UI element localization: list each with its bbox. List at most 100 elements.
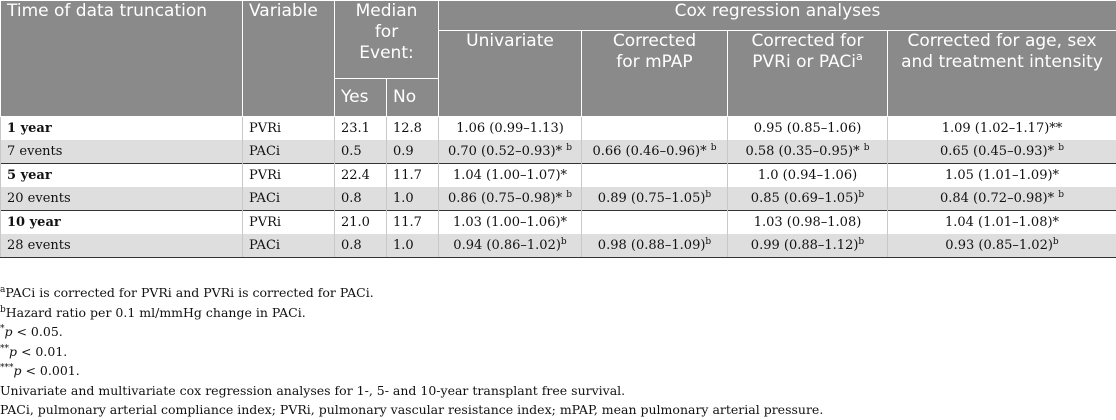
cell-value: 0.89 (0.75–1.05) [597, 191, 706, 206]
cell-pvri-paci: 0.85 (0.69–1.05)b [727, 187, 888, 211]
header-age-line1: Corrected for age, sex [907, 31, 1097, 51]
footnote-p05-text: < 0.05. [12, 324, 63, 339]
cell-univariate: 1.03 (1.00–1.06)* [438, 210, 582, 234]
footnote-p05-p: p [4, 324, 13, 339]
cell-value: 0.86 (0.75–0.98)* [447, 191, 563, 206]
cell-median-yes: 0.8 [334, 234, 387, 258]
cell-mpap: 0.98 (0.88–1.09)b [581, 234, 728, 258]
cell-value: 1.05 (1.01–1.09)* [944, 168, 1060, 183]
footnote-p01-stars: ** [0, 343, 9, 354]
cell-univariate: 0.94 (0.86–1.02)b [438, 234, 582, 258]
cell-univariate: 1.06 (0.99–1.13) [438, 116, 582, 140]
cell-age-sex: 0.84 (0.72–0.98)* b [887, 187, 1116, 211]
cell-value: 0.66 (0.46–0.96)* [592, 144, 707, 159]
cell-mpap [581, 116, 728, 140]
cox-regression-table: Time of data truncation Variable Median … [0, 0, 1116, 258]
cell-sup: b [1052, 237, 1059, 247]
header-age-line2: and treatment intensity [901, 52, 1103, 72]
cell-time: 20 events [0, 187, 243, 211]
header-yes: Yes [334, 78, 387, 117]
header-pvri-paci: Corrected for PVRi or PACia [727, 30, 888, 117]
cell-median-no: 0.9 [386, 140, 439, 164]
cell-pvri-paci: 0.99 (0.88–1.12)b [727, 234, 888, 258]
cell-variable: PACi [242, 140, 335, 164]
cell-variable: PACi [242, 187, 335, 211]
footnote-a-mark: a [0, 285, 6, 295]
cell-value: 1.0 (0.94–1.06) [757, 168, 858, 183]
cell-value: 0.94 (0.86–1.02) [453, 238, 561, 253]
cell-time: 5 year [0, 163, 243, 187]
cell-median-no: 11.7 [386, 210, 439, 234]
footnote-a: aPACi is corrected for PVRi and PVRi is … [0, 283, 1110, 303]
table-row: 10 year PVRi 21.0 11.7 1.03 (1.00–1.06)*… [0, 210, 1116, 234]
header-mpap-line2: for mPAP [616, 52, 693, 72]
footnote-p001-text: < 0.001. [21, 363, 80, 378]
cell-value: 1.06 (0.99–1.13) [456, 121, 564, 136]
cell-median-no: 12.8 [386, 116, 439, 140]
footnote-b-mark: b [0, 304, 6, 315]
cell-age-sex: 0.93 (0.85–1.02)b [887, 234, 1116, 258]
header-pvri-sup: a [855, 50, 863, 63]
cell-age-sex: 1.09 (1.02–1.17)** [887, 116, 1116, 140]
cell-sup: b [705, 237, 712, 247]
header-univariate: Univariate [438, 30, 582, 117]
footnote-p05-stars: * [0, 324, 5, 334]
cell-sup: b [858, 237, 865, 247]
cell-value: 0.93 (0.85–1.02) [945, 238, 1053, 253]
cell-age-sex: 1.05 (1.01–1.09)* [887, 163, 1116, 187]
cell-age-sex: 1.04 (1.01–1.08)* [887, 210, 1116, 234]
table-footnotes: aPACi is corrected for PVRi and PVRi is … [0, 283, 1110, 420]
table-row: 28 events PACi 0.8 1.0 0.94 (0.86–1.02)b… [0, 234, 1116, 258]
cell-pvri-paci: 1.03 (0.98–1.08) [727, 210, 888, 234]
table-caption: Univariate and multivariate cox regressi… [0, 382, 626, 398]
cell-age-sex: 0.65 (0.45–0.93)* b [887, 140, 1116, 164]
footnote-p01-text: < 0.01. [17, 343, 68, 359]
header-pvri-line1: Corrected for [751, 31, 864, 51]
cell-mpap [581, 210, 728, 234]
footnote-p001-p: p [13, 363, 22, 378]
cell-pvri-paci: 0.95 (0.85–1.06) [727, 116, 888, 140]
cell-value: 0.95 (0.85–1.06) [753, 121, 862, 136]
cell-value: 0.98 (0.88–1.09) [597, 238, 706, 253]
cell-median-no: 11.7 [386, 163, 439, 187]
cell-univariate: 0.86 (0.75–0.98)* b [438, 187, 582, 211]
cell-median-yes: 23.1 [334, 116, 387, 140]
table-row: 7 events PACi 0.5 0.9 0.70 (0.52–0.93)* … [0, 140, 1116, 164]
header-median-line1: Median [355, 1, 418, 21]
abbreviations: PACi, pulmonary arterial compliance inde… [0, 402, 824, 417]
cell-sup: b [858, 190, 865, 200]
cell-time: 28 events [0, 234, 243, 258]
header-no: No [386, 78, 439, 117]
cell-variable: PACi [242, 234, 335, 258]
header-mpap-line1: Corrected [612, 31, 697, 51]
header-median-line3: Event: [359, 43, 414, 63]
cell-median-yes: 22.4 [334, 163, 387, 187]
cell-value: 0.70 (0.52–0.93)* [447, 144, 563, 159]
footnote-p001: ***p < 0.001. [0, 361, 1110, 381]
cell-value: 0.58 (0.35–0.95)* [745, 144, 860, 159]
cell-univariate: 0.70 (0.52–0.93)* b [438, 140, 582, 164]
cell-pvri-paci: 1.0 (0.94–1.06) [727, 163, 888, 187]
cell-value: 0.99 (0.88–1.12) [750, 238, 859, 253]
cell-mpap: 0.89 (0.75–1.05)b [581, 187, 728, 211]
header-time: Time of data truncation [0, 0, 243, 117]
header-variable: Variable [242, 0, 335, 117]
cell-variable: PVRi [242, 163, 335, 187]
cell-sup: b [560, 237, 567, 247]
cell-median-no: 1.0 [386, 234, 439, 258]
cell-sup: b [705, 190, 712, 200]
header-age-sex: Corrected for age, sex and treatment int… [887, 30, 1116, 117]
table-row: 20 events PACi 0.8 1.0 0.86 (0.75–0.98)*… [0, 187, 1116, 211]
cell-sup: b [863, 143, 870, 153]
footnote-p01: **p < 0.01. [0, 342, 1110, 362]
cell-variable: PVRi [242, 116, 335, 140]
cell-value: 0.85 (0.69–1.05) [750, 191, 859, 206]
cell-mpap [581, 163, 728, 187]
table-row: 5 year PVRi 22.4 11.7 1.04 (1.00–1.07)* … [0, 163, 1116, 187]
cell-median-yes: 21.0 [334, 210, 387, 234]
cell-value: 1.04 (1.01–1.08)* [944, 215, 1060, 230]
footnote-b: bHazard ratio per 0.1 ml/mmHg change in … [0, 303, 1110, 323]
cell-median-no: 1.0 [386, 187, 439, 211]
cell-sup: b [1058, 143, 1065, 153]
cell-sup: b [710, 143, 717, 153]
